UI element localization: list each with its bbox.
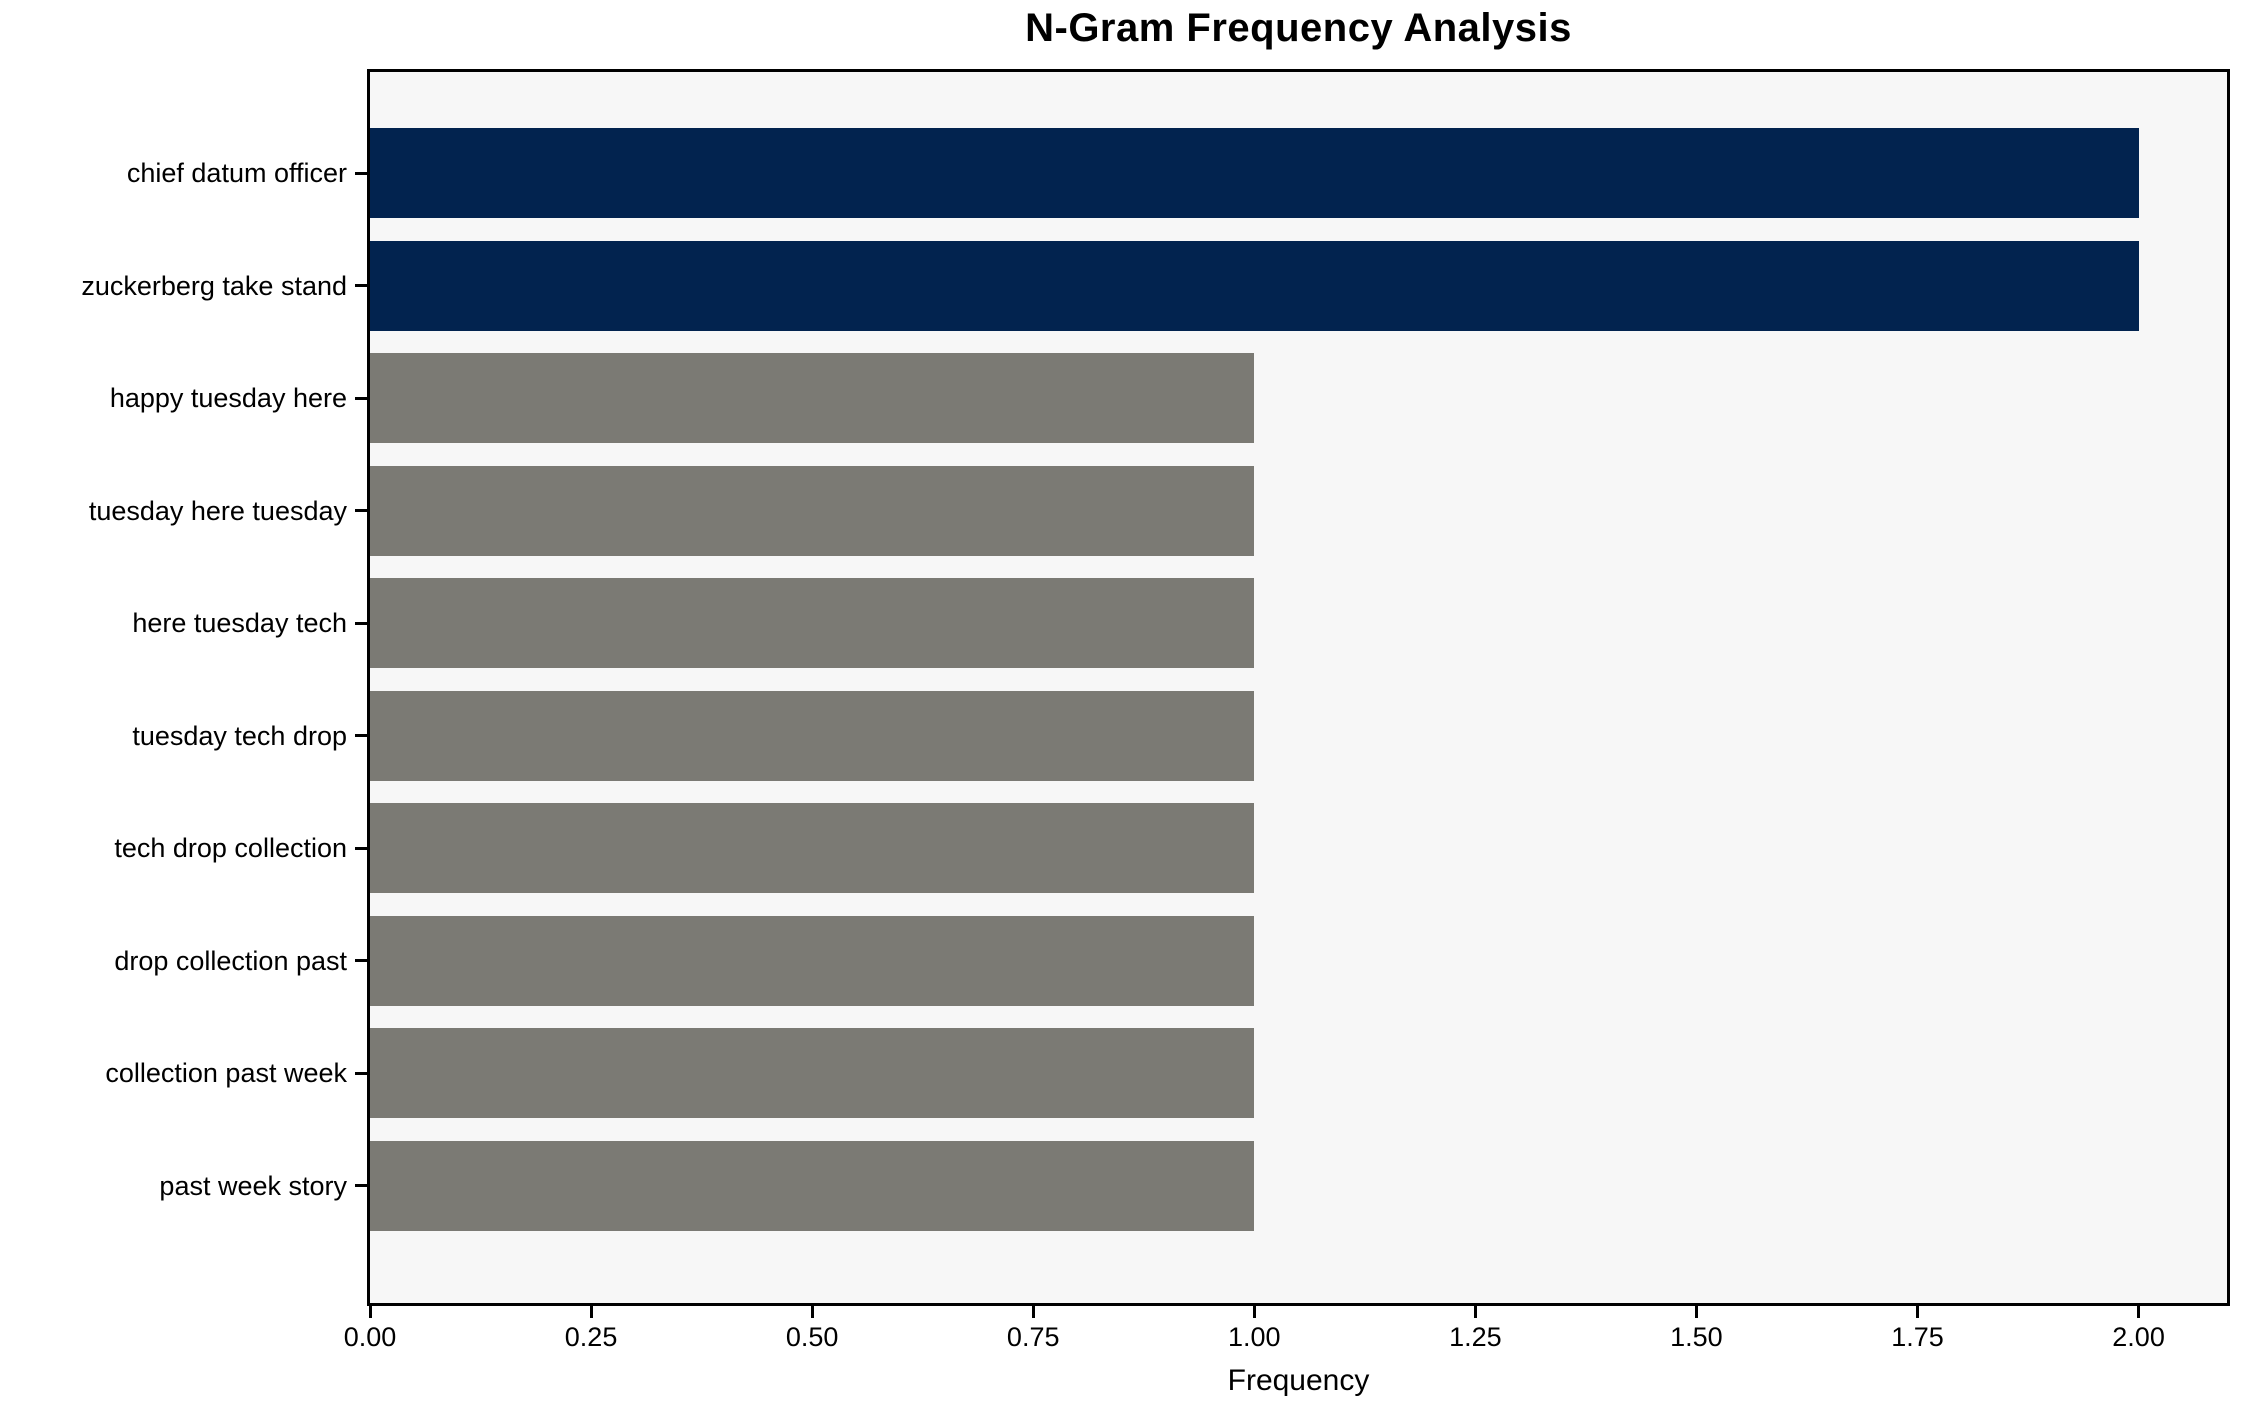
y-tick-label: zuckerberg take stand	[81, 270, 347, 301]
y-tick-mark	[355, 621, 367, 625]
y-tick-label: drop collection past	[114, 945, 347, 976]
y-tick-label: chief datum officer	[126, 158, 347, 188]
x-tick-label: 0.50	[785, 1322, 839, 1352]
x-tick-label: 0.25	[564, 1322, 618, 1352]
y-tick-mark	[355, 509, 367, 512]
bar	[370, 915, 1255, 1006]
bar	[370, 803, 1255, 893]
x-tick-mark	[1252, 1306, 1256, 1318]
x-tick-mark	[810, 1306, 814, 1318]
bar	[370, 465, 1255, 556]
chart-title: N-Gram Frequency Analysis	[1025, 6, 1572, 50]
y-tick-label: tuesday here tuesday	[88, 495, 347, 526]
x-tick-label: 2.00	[2112, 1322, 2165, 1352]
y-tick-mark	[355, 846, 367, 850]
y-tick-label: collection past week	[105, 1058, 347, 1088]
y-tick-mark	[355, 1071, 367, 1075]
y-tick-mark	[355, 734, 367, 737]
plot-area	[367, 69, 2230, 1306]
x-axis-label: Frequency	[1227, 1364, 1370, 1397]
x-tick-mark	[1031, 1306, 1035, 1318]
y-tick-label: past week story	[159, 1170, 347, 1201]
x-tick-mark	[2137, 1306, 2141, 1318]
bar	[370, 128, 2139, 218]
x-tick-mark	[589, 1306, 593, 1318]
bar	[370, 240, 2139, 331]
y-tick-mark	[355, 171, 367, 175]
x-tick-mark	[368, 1306, 372, 1318]
x-tick-label: 0.00	[343, 1322, 397, 1352]
x-tick-label: 1.75	[1891, 1322, 1944, 1352]
x-tick-label: 0.75	[1006, 1322, 1060, 1352]
bar	[370, 1140, 1255, 1231]
y-tick-mark	[355, 959, 367, 962]
x-tick-label: 1.25	[1449, 1322, 1502, 1352]
bar	[370, 578, 1255, 668]
y-tick-label: happy tuesday here	[109, 383, 347, 413]
x-tick-label: 1.50	[1670, 1322, 1723, 1352]
y-tick-label: here tuesday tech	[132, 608, 347, 638]
x-tick-mark	[1694, 1306, 1698, 1318]
x-tick-label: 1.00	[1228, 1322, 1281, 1352]
bar	[370, 353, 1255, 443]
y-tick-label: tech drop collection	[114, 833, 347, 863]
x-tick-mark	[1473, 1306, 1477, 1318]
x-tick-mark	[1916, 1306, 1919, 1318]
y-tick-mark	[355, 1184, 367, 1187]
bar	[370, 1028, 1255, 1118]
bar	[370, 690, 1255, 781]
y-tick-mark	[355, 284, 367, 287]
y-tick-label: tuesday tech drop	[132, 720, 347, 751]
y-tick-mark	[355, 396, 367, 400]
